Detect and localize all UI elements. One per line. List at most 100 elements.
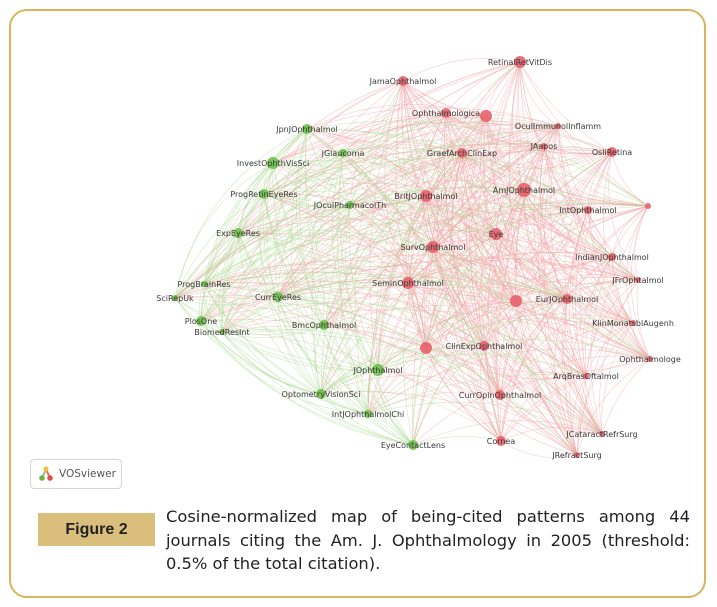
network-edge xyxy=(306,107,559,130)
network-edge xyxy=(461,140,545,154)
network-edge xyxy=(432,233,497,248)
network-edge xyxy=(349,204,427,349)
network-edge xyxy=(320,369,379,395)
network-edge xyxy=(272,162,414,446)
network-edge xyxy=(576,358,651,456)
node-label: OsliRetina xyxy=(592,148,632,157)
network-edge xyxy=(519,61,559,127)
node-label: SeminOphthalmol xyxy=(372,279,444,288)
network-edge xyxy=(323,286,568,326)
network-edge xyxy=(306,128,497,235)
network-node xyxy=(427,241,439,253)
network-edge xyxy=(237,232,409,284)
network-edge xyxy=(277,204,351,298)
vosviewer-logo: VOSviewer xyxy=(30,459,122,489)
network-edge xyxy=(320,375,501,396)
network-node xyxy=(490,228,502,240)
network-edge xyxy=(305,128,379,371)
network-edge xyxy=(237,232,322,395)
node-label: ProgRetinEyeRes xyxy=(230,190,297,199)
network-edge xyxy=(311,152,344,395)
network-edge xyxy=(306,128,613,258)
network-edge xyxy=(200,204,351,322)
node-label: JFrOphtalmol xyxy=(611,276,663,285)
network-edge xyxy=(200,320,322,395)
citation-network-map: RetinalRetVitDis JamaOphthalmol Ophthalmol… xyxy=(156,56,681,460)
network-edge xyxy=(272,162,379,371)
network-edge xyxy=(203,222,497,285)
node-label: Eye xyxy=(489,230,504,239)
network-edge xyxy=(342,122,613,154)
network-labels: RetinalRetVitDis JamaOphthalmol Ophthalmol… xyxy=(156,58,681,460)
node-label: ExpEyeRes xyxy=(216,229,260,238)
network-edge xyxy=(587,205,649,215)
network-edge xyxy=(203,283,379,371)
network-edge xyxy=(200,152,344,322)
network-node xyxy=(479,341,489,351)
figure-tag: Figure 2 xyxy=(38,513,155,546)
node-label: Ophthalmologe xyxy=(619,355,681,364)
network-edge xyxy=(367,195,427,415)
network-node xyxy=(541,143,547,149)
network-node xyxy=(319,320,329,330)
network-edge xyxy=(237,218,639,281)
network-edge xyxy=(263,193,325,326)
node-label: BiomedResInt xyxy=(194,328,249,337)
network-edge xyxy=(237,152,344,234)
network-edge xyxy=(575,151,613,435)
network-edge xyxy=(367,348,651,415)
network-edge xyxy=(500,322,634,442)
network-edge xyxy=(554,298,578,456)
network-edge xyxy=(500,375,587,442)
network-node xyxy=(364,410,372,418)
network-edge xyxy=(519,61,613,153)
network-node xyxy=(402,277,414,289)
network-edge xyxy=(203,283,427,349)
node-label: BmcOphthalmol xyxy=(292,321,356,330)
network-edge xyxy=(263,162,279,298)
network-edge xyxy=(576,322,634,456)
network-edge xyxy=(483,345,587,377)
node-label: JRefractSurg xyxy=(551,451,601,460)
network-edge xyxy=(203,282,501,396)
network-edge xyxy=(306,128,351,206)
network-edge xyxy=(367,373,587,415)
network-node xyxy=(599,431,605,437)
network-edge xyxy=(340,204,369,415)
network-node xyxy=(583,373,589,379)
network-edge xyxy=(557,125,634,324)
network-edge xyxy=(257,193,279,298)
network-edge xyxy=(203,152,344,285)
network-node xyxy=(584,206,592,214)
network-edge xyxy=(345,204,414,446)
network-edge xyxy=(221,128,308,333)
network-node xyxy=(219,329,225,335)
network-edge xyxy=(320,80,404,395)
network-edge xyxy=(533,145,587,377)
network-edge xyxy=(566,279,639,300)
network-edge xyxy=(543,145,649,207)
network-edge xyxy=(277,145,545,298)
network-edge xyxy=(263,193,501,396)
network-edge xyxy=(407,282,603,435)
network-node xyxy=(607,147,617,157)
network-node xyxy=(574,452,580,458)
network-edge xyxy=(320,393,414,446)
network-edge xyxy=(587,209,634,324)
network-edge xyxy=(342,139,649,207)
network-edge xyxy=(407,282,501,396)
network-edge xyxy=(349,204,587,377)
network-edge xyxy=(523,151,613,191)
network-edge xyxy=(377,151,613,371)
network-edge xyxy=(221,328,578,456)
network-node xyxy=(233,228,243,238)
network-edge xyxy=(277,275,634,324)
network-edge xyxy=(425,347,578,456)
network-edge xyxy=(306,128,634,324)
network-node xyxy=(608,253,616,261)
node-label: InvestOphthVisSci xyxy=(237,159,309,168)
network-edge xyxy=(263,182,639,281)
network-edges xyxy=(174,58,651,458)
network-edge xyxy=(349,149,613,206)
node-label: OptometryVisionSci xyxy=(282,390,361,399)
